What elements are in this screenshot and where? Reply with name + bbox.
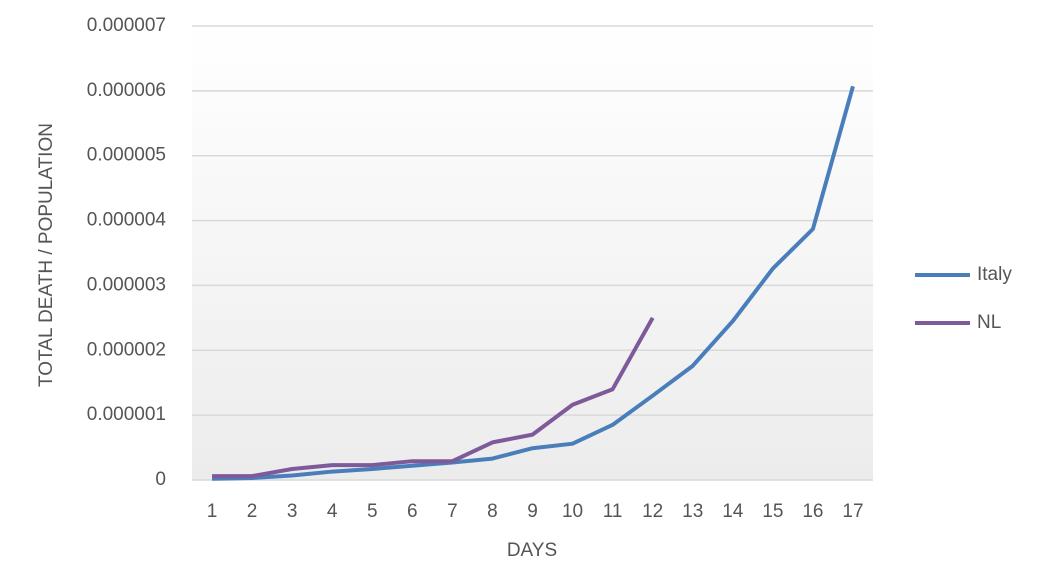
plot-area xyxy=(192,26,873,480)
y-axis-label: TOTAL DEATH / POPULATION xyxy=(36,123,57,387)
x-tick-label: 1 xyxy=(207,501,218,522)
y-tick-label: 0.000001 xyxy=(87,404,166,425)
y-tick-label: 0 xyxy=(155,469,166,490)
y-tick-label: 0.000002 xyxy=(87,339,166,360)
y-tick-label: 0.000005 xyxy=(87,145,166,166)
x-tick-label: 4 xyxy=(327,501,338,522)
x-tick-label: 17 xyxy=(842,501,863,522)
x-axis-label: DAYS xyxy=(507,540,557,561)
x-tick-label: 10 xyxy=(562,501,583,522)
y-tick-label: 0.000004 xyxy=(87,210,167,231)
x-tick-label: 9 xyxy=(527,501,538,522)
x-tick-label: 12 xyxy=(642,501,663,522)
x-tick-label: 7 xyxy=(447,501,458,522)
y-tick-label: 0.000007 xyxy=(87,15,166,36)
x-tick-label: 16 xyxy=(802,501,823,522)
x-tick-label: 2 xyxy=(247,501,258,522)
x-tick-label: 15 xyxy=(762,501,783,522)
x-tick-label: 11 xyxy=(603,501,623,522)
x-tick-label: 5 xyxy=(367,501,378,522)
y-tick-label: 0.000006 xyxy=(87,80,166,101)
series-line xyxy=(212,316,655,479)
x-tick-label: 6 xyxy=(407,501,418,522)
legend-label: NL xyxy=(977,312,1001,333)
y-tick-label: 0.000003 xyxy=(87,274,166,295)
x-tick-label: 14 xyxy=(722,501,744,522)
x-tick-label: 13 xyxy=(682,501,703,522)
x-tick-label: 3 xyxy=(287,501,298,522)
legend-label: Italy xyxy=(977,264,1012,285)
x-tick-label: 8 xyxy=(487,501,498,522)
series-line xyxy=(211,85,855,481)
